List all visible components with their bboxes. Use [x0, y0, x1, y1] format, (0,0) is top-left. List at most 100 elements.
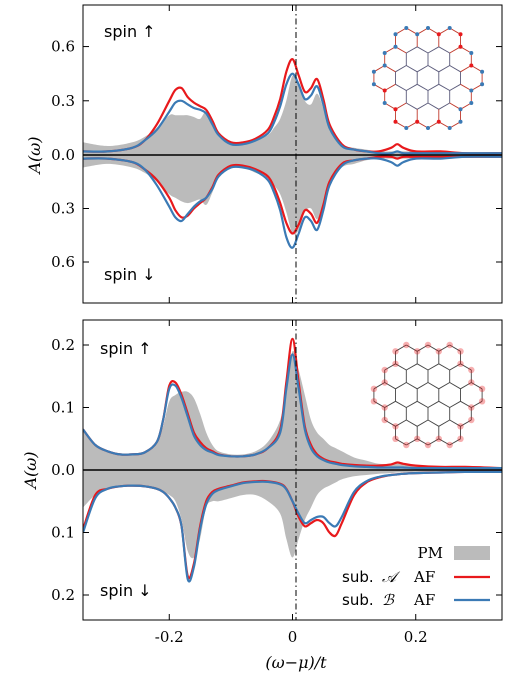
lattice-bond	[449, 83, 461, 91]
lattice-bond	[384, 83, 396, 91]
lattice-site	[458, 32, 463, 37]
lattice-site	[392, 360, 399, 367]
lattice-bond	[384, 102, 396, 110]
y-axis-label: A(ω)	[21, 451, 40, 490]
lattice-bond	[449, 382, 461, 390]
lattice-bond	[406, 344, 418, 352]
series-line-3	[83, 353, 502, 470]
x-tick-label: 0	[288, 628, 298, 646]
lattice-site	[458, 44, 463, 49]
lattice-bond	[416, 438, 429, 446]
lattice-site	[370, 398, 378, 405]
lattice-bond	[438, 363, 450, 371]
lattice-site	[457, 435, 464, 442]
lattice-bond	[449, 102, 461, 110]
lattice-bond	[406, 102, 418, 110]
lattice-site	[469, 101, 474, 105]
lattice-site	[469, 51, 474, 55]
lattice-bond	[384, 419, 396, 427]
pm-area-down	[83, 155, 502, 235]
lattice-bond	[438, 382, 450, 390]
lattice-site	[381, 404, 388, 411]
lattice-inset	[370, 341, 486, 449]
lattice-bond	[471, 382, 483, 390]
lattice-bond	[395, 65, 407, 73]
lattice-bond	[427, 419, 440, 427]
lattice-bond	[395, 363, 407, 371]
lattice-bond	[373, 65, 385, 73]
lattice-site	[382, 63, 387, 68]
lattice-site	[404, 26, 409, 30]
x-tick-label: 0.2	[404, 628, 428, 646]
lattice-bond	[406, 121, 418, 129]
lattice-site	[393, 32, 398, 37]
lattice-bond	[460, 65, 472, 73]
lattice-site	[468, 416, 475, 424]
lattice-bond	[449, 46, 461, 54]
lattice-bond	[395, 121, 407, 129]
lattice-bond	[416, 46, 429, 54]
lattice-bond	[395, 83, 407, 91]
pm-area-up	[83, 350, 502, 470]
spin-up-label: spin ↑	[100, 339, 152, 358]
lattice-site	[436, 119, 441, 124]
lattice-site	[393, 107, 398, 112]
lattice-site	[381, 379, 388, 386]
lattice-bond	[395, 382, 407, 390]
lattice-bond	[438, 419, 450, 427]
lattice-bond	[395, 46, 407, 54]
lattice-site	[392, 348, 399, 355]
lattice-site	[457, 360, 464, 367]
lattice-bond	[373, 382, 385, 390]
lattice-bond	[449, 344, 461, 352]
lattice-bond	[395, 102, 407, 110]
lattice-bond	[416, 65, 429, 73]
lattice-bond	[395, 419, 407, 427]
lattice-bond	[384, 400, 396, 408]
lattice-bond	[406, 438, 418, 446]
y-tick-label: 0.1	[51, 399, 75, 417]
lattice-bond	[460, 400, 472, 408]
lattice-site	[426, 126, 430, 130]
lattice-bond	[416, 121, 429, 129]
lattice-bond	[438, 46, 450, 54]
lattice-site	[381, 416, 388, 424]
lattice-bond	[427, 46, 440, 54]
lattice-site	[424, 341, 432, 349]
lattice-bond	[427, 438, 440, 446]
lattice-site	[392, 423, 399, 430]
lattice-bond	[395, 344, 407, 352]
lattice-site	[446, 441, 453, 449]
y-tick-label: 0.3	[51, 199, 75, 217]
lattice-site	[435, 435, 442, 442]
lattice-bond	[416, 419, 429, 427]
lattice-bond	[384, 382, 396, 390]
lattice-bond	[449, 363, 461, 371]
lattice-bond	[438, 400, 450, 408]
lattice-bond	[427, 400, 440, 408]
lattice-bond	[395, 400, 407, 408]
lattice-bond	[460, 363, 472, 371]
lattice-site	[424, 441, 432, 449]
y-axis-label: A(ω)	[25, 136, 44, 175]
lattice-bond	[427, 102, 440, 110]
lattice-site	[381, 366, 388, 374]
lattice-site	[458, 107, 463, 112]
lattice-bond	[471, 400, 483, 408]
lattice-site	[426, 26, 430, 30]
series-line-3	[83, 72, 502, 155]
lattice-site	[469, 63, 474, 68]
lattice-bond	[427, 344, 440, 352]
lattice-site	[415, 119, 420, 124]
lattice-bond	[416, 382, 429, 390]
lattice-bond	[449, 419, 461, 427]
legend-glyph-sub-a: 𝒜	[382, 568, 401, 586]
y-tick-label: 0.3	[51, 92, 75, 110]
lattice-inset	[371, 26, 485, 130]
lattice-bond	[395, 27, 407, 35]
lattice-site	[478, 398, 486, 405]
lattice-bond	[438, 438, 450, 446]
y-tick-label: 0.2	[51, 336, 75, 354]
lattice-site	[382, 51, 387, 55]
